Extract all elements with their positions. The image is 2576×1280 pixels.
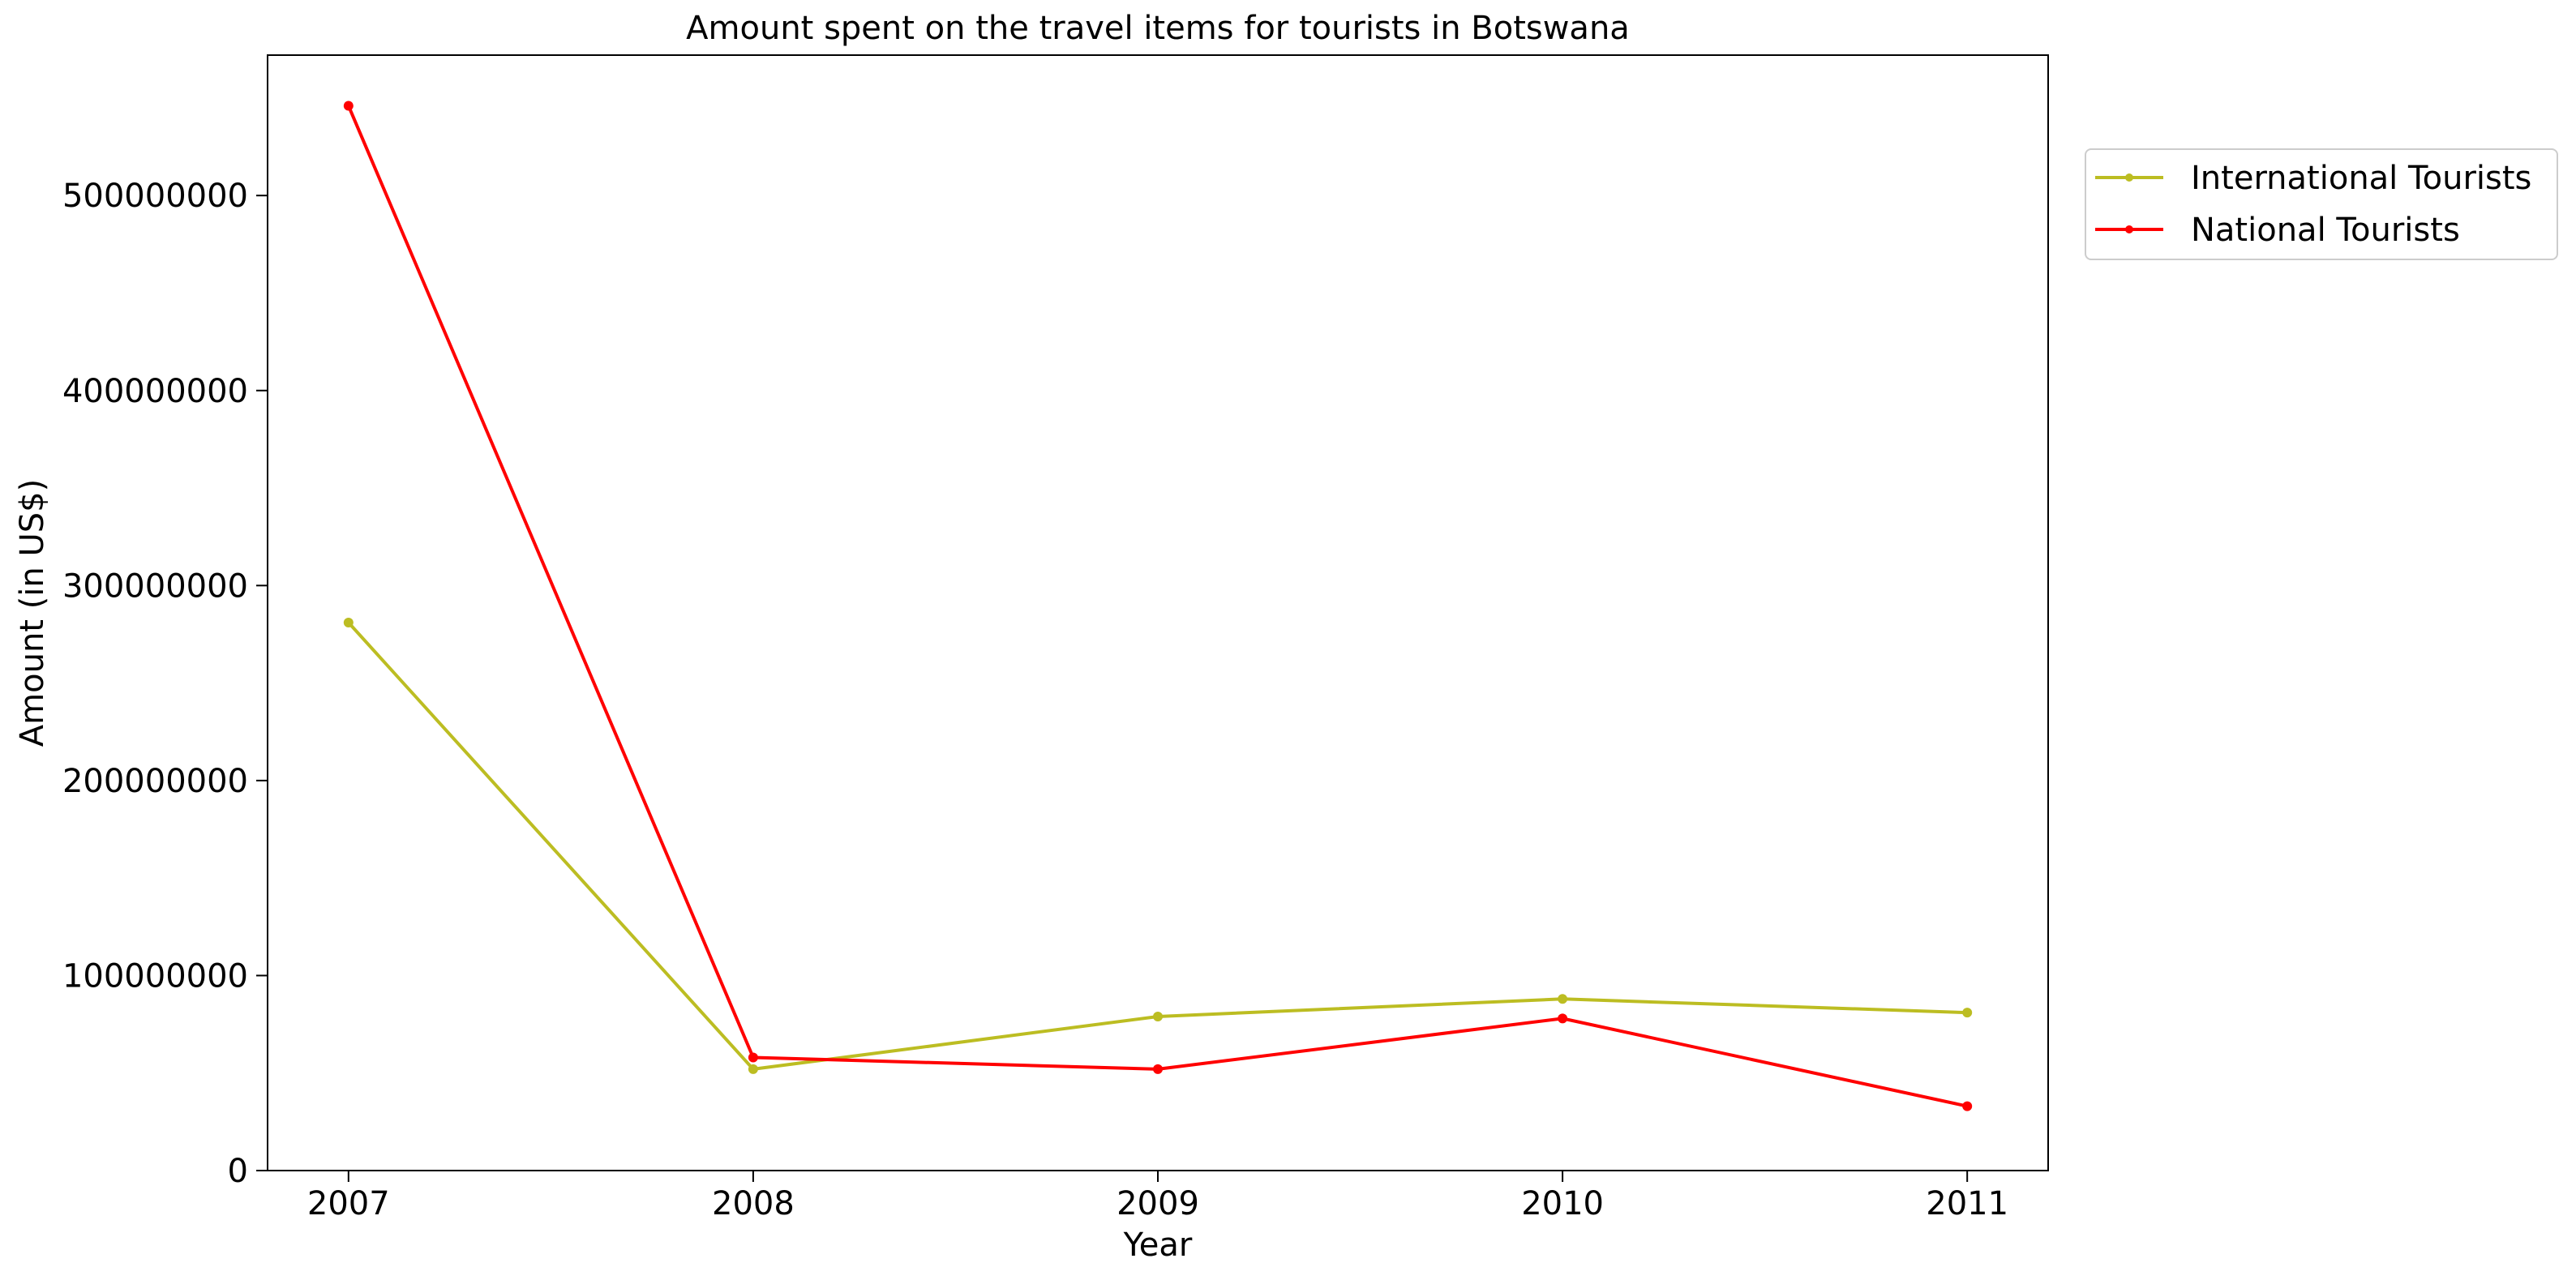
legend-box — [2085, 148, 2558, 260]
data-point-national — [343, 101, 354, 111]
legend-marker-international — [2125, 173, 2133, 182]
legend-item-international: International Tourists — [2095, 160, 2531, 197]
y-tick-label: 500000000 — [62, 178, 248, 215]
data-point-national — [1153, 1064, 1163, 1074]
legend: International Tourists National Tourists — [2085, 148, 2558, 260]
data-point-national — [748, 1052, 758, 1063]
y-axis-label: Amount (in US$) — [14, 479, 51, 747]
x-tick-label: 2011 — [1926, 1185, 2008, 1222]
y-tick-label: 300000000 — [62, 567, 248, 605]
y-tick-label: 0 — [228, 1153, 248, 1190]
chart-title: Amount spent on the travel items for tou… — [686, 10, 1630, 47]
y-tick-label: 100000000 — [62, 957, 248, 995]
series-national — [343, 101, 1973, 1111]
data-point-national — [1962, 1101, 1973, 1111]
series-layer — [343, 101, 1973, 1111]
legend-marker-national — [2125, 225, 2133, 233]
data-point-international — [1153, 1011, 1163, 1021]
data-point-international — [748, 1064, 758, 1074]
y-tick-label: 200000000 — [62, 763, 248, 800]
series-international — [343, 618, 1973, 1074]
plot-area-frame — [267, 54, 2049, 1171]
legend-label-international: International Tourists — [2191, 160, 2531, 197]
legend-label-national: National Tourists — [2191, 212, 2460, 249]
series-line-national — [346, 105, 1968, 1108]
y-axis: 0 100000000 200000000 300000000 400000000 500… — [62, 178, 268, 1190]
data-point-international — [1962, 1008, 1973, 1018]
x-axis: 2007 2008 2009 2010 2011 — [307, 1171, 2008, 1222]
legend-item-national: National Tourists — [2095, 212, 2460, 249]
x-axis-label: Year — [1123, 1226, 1193, 1264]
data-point-national — [1558, 1013, 1568, 1024]
x-tick-label: 2009 — [1117, 1185, 1199, 1222]
y-tick-label: 400000000 — [62, 373, 248, 410]
x-tick-label: 2010 — [1521, 1185, 1604, 1222]
series-line-international — [347, 621, 1968, 1071]
x-tick-label: 2007 — [307, 1185, 390, 1222]
x-tick-label: 2008 — [712, 1185, 795, 1222]
data-point-international — [343, 618, 354, 628]
data-point-international — [1558, 994, 1568, 1004]
